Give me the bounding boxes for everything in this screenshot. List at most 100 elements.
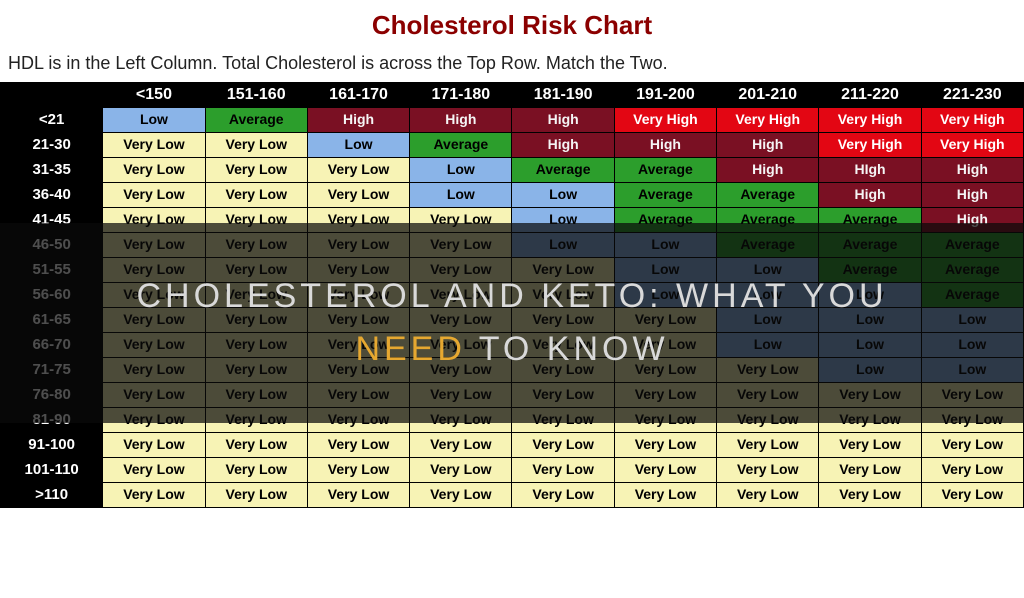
table-cell: Very Low (205, 158, 307, 183)
table-cell: Very Low (103, 358, 205, 383)
table-cell: High (410, 108, 512, 133)
table-row: 66-70Very LowVery LowVery LowVery LowVer… (1, 333, 1024, 358)
table-cell: Very Low (307, 258, 409, 283)
table-cell: Low (921, 358, 1023, 383)
table-cell: High (717, 158, 819, 183)
table-cell: Very Low (103, 183, 205, 208)
table-cell: Very Low (512, 458, 614, 483)
table-cell: Very Low (205, 258, 307, 283)
table-cell: Low (614, 258, 716, 283)
table-cell: Average (410, 133, 512, 158)
table-cell: Very Low (307, 183, 409, 208)
table-cell: Low (921, 333, 1023, 358)
table-cell: Very Low (717, 358, 819, 383)
table-row-header: 61-65 (1, 308, 103, 333)
table-row: <21LowAverageHighHighHighVery HighVery H… (1, 108, 1024, 133)
table-cell: Very Low (205, 233, 307, 258)
table-cell: Very Low (410, 333, 512, 358)
table-col-header: 171-180 (410, 83, 512, 108)
chart-subtitle: HDL is in the Left Column. Total Cholest… (0, 47, 1024, 82)
table-cell: Low (717, 333, 819, 358)
table-row: 41-45Very LowVery LowVery LowVery LowLow… (1, 208, 1024, 233)
table-col-header: 191-200 (614, 83, 716, 108)
table-cell: Very Low (921, 383, 1023, 408)
table-row-header: 71-75 (1, 358, 103, 383)
table-row-header: 36-40 (1, 183, 103, 208)
table-cell: Very Low (410, 283, 512, 308)
table-cell: Very Low (614, 458, 716, 483)
table-cell: High (921, 208, 1023, 233)
table-cell: Very Low (819, 483, 921, 508)
table-cell: Very Low (614, 483, 716, 508)
table-cell: Low (819, 333, 921, 358)
table-cell: Very Low (819, 408, 921, 433)
table-cell: Very Low (205, 358, 307, 383)
table-col-header: 221-230 (921, 83, 1023, 108)
table-cell: Low (819, 283, 921, 308)
table-cell: Low (512, 208, 614, 233)
table-row: 71-75Very LowVery LowVery LowVery LowVer… (1, 358, 1024, 383)
table-cell: Very Low (614, 408, 716, 433)
table-cell: Very Low (921, 408, 1023, 433)
table-cell: Very Low (921, 458, 1023, 483)
table-cell: Very Low (819, 458, 921, 483)
table-col-header: 161-170 (307, 83, 409, 108)
table-row-header: 31-35 (1, 158, 103, 183)
table-cell: Very High (717, 108, 819, 133)
table-cell: Very Low (410, 433, 512, 458)
table-cell: Very Low (307, 158, 409, 183)
table-cell: High (921, 158, 1023, 183)
table-cell: Very Low (410, 208, 512, 233)
table-row: 36-40Very LowVery LowVery LowLowLowAvera… (1, 183, 1024, 208)
table-cell: Very Low (717, 383, 819, 408)
table-cell: Very Low (512, 283, 614, 308)
table-cell: Very High (819, 133, 921, 158)
table-cell: Very Low (103, 208, 205, 233)
table-row-header: 101-110 (1, 458, 103, 483)
table-row: 91-100Very LowVery LowVery LowVery LowVe… (1, 433, 1024, 458)
table-cell: Very Low (512, 308, 614, 333)
table-cell: Average (717, 208, 819, 233)
table-cell: Very Low (307, 383, 409, 408)
table-cell: Very Low (307, 208, 409, 233)
table-cell: Average (717, 233, 819, 258)
table-cell: High (819, 183, 921, 208)
table-cell: Average (819, 258, 921, 283)
table-cell: Very Low (614, 383, 716, 408)
table-cell: Very Low (307, 433, 409, 458)
table-cell: Low (512, 233, 614, 258)
table-row-header: 51-55 (1, 258, 103, 283)
table-cell: Average (614, 183, 716, 208)
watermark: QuartzMountain (907, 548, 1006, 562)
table-cell: Very Low (819, 383, 921, 408)
table-cell: Very High (819, 108, 921, 133)
table-cell: Very Low (410, 483, 512, 508)
table-cell: Average (819, 208, 921, 233)
table-cell: Very Low (307, 283, 409, 308)
table-row-header: 76-80 (1, 383, 103, 408)
table-cell: Very Low (921, 483, 1023, 508)
table-cell: Very Low (205, 333, 307, 358)
table-row-header: 91-100 (1, 433, 103, 458)
table-row-header: 81-90 (1, 408, 103, 433)
table-row-header: <21 (1, 108, 103, 133)
table-cell: Very Low (307, 458, 409, 483)
table-cell: Very High (614, 108, 716, 133)
table-cell: Very Low (307, 408, 409, 433)
table-cell: Very Low (103, 333, 205, 358)
table-cell: Very Low (717, 433, 819, 458)
table-cell: Very Low (614, 433, 716, 458)
table-row: 81-90Very LowVery LowVery LowVery LowVer… (1, 408, 1024, 433)
table-cell: Average (921, 233, 1023, 258)
table-cell: Very Low (410, 408, 512, 433)
table-cell: Very Low (512, 483, 614, 508)
table-cell: Very Low (410, 308, 512, 333)
table-header-row: <150151-160161-170171-180181-190191-2002… (1, 83, 1024, 108)
table-cell: Very Low (410, 258, 512, 283)
table-row-header: 56-60 (1, 283, 103, 308)
table-cell: Very Low (410, 358, 512, 383)
table-cell: Very Low (103, 283, 205, 308)
table-cell: Low (103, 108, 205, 133)
table-cell: Very Low (614, 308, 716, 333)
chart-title: Cholesterol Risk Chart (0, 0, 1024, 47)
